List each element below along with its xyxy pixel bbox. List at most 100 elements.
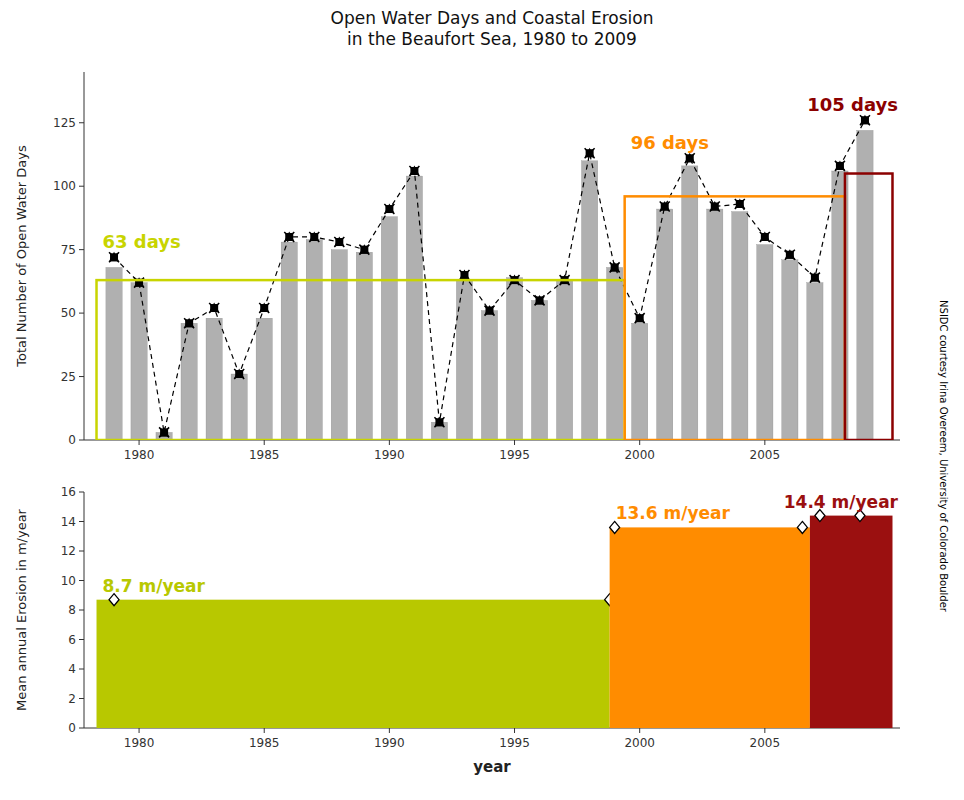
y-tick-label: 0 bbox=[68, 721, 76, 735]
y-tick-label: 10 bbox=[61, 574, 76, 588]
y-tick bbox=[79, 669, 84, 670]
bar bbox=[256, 318, 272, 440]
marker-triangle bbox=[785, 249, 795, 259]
y-axis-label: Mean annual Erosion in m/year bbox=[14, 508, 29, 711]
period-label: 8.7 m/year bbox=[103, 576, 206, 596]
x-tick bbox=[514, 440, 515, 445]
marker-triangle bbox=[585, 148, 595, 158]
marker-triangle bbox=[810, 272, 820, 282]
x-tick-label: 1985 bbox=[249, 448, 280, 462]
marker-triangle bbox=[459, 270, 469, 280]
y-axis-line bbox=[84, 72, 85, 440]
periods bbox=[97, 510, 893, 728]
bar bbox=[381, 217, 397, 440]
bar bbox=[506, 278, 522, 440]
marker-x bbox=[309, 232, 319, 242]
x-tick bbox=[264, 728, 265, 733]
bar bbox=[732, 212, 748, 440]
bar bbox=[106, 267, 122, 440]
x-tick bbox=[389, 440, 390, 445]
marker-triangle bbox=[635, 313, 645, 323]
marker-triangle bbox=[134, 277, 144, 287]
marker-x bbox=[459, 270, 469, 280]
marker-x bbox=[535, 295, 545, 305]
marker-x bbox=[159, 427, 169, 437]
bar bbox=[231, 374, 247, 440]
y-tick-label: 75 bbox=[61, 243, 76, 257]
x-tick-label: 1980 bbox=[124, 736, 155, 750]
y-tick bbox=[79, 376, 84, 377]
y-tick bbox=[79, 698, 84, 699]
bar bbox=[306, 240, 322, 440]
period-label: 14.4 m/year bbox=[784, 492, 899, 512]
marker-x bbox=[259, 303, 269, 313]
x-tick bbox=[514, 728, 515, 733]
y-tick bbox=[79, 580, 84, 581]
x-tick bbox=[764, 440, 765, 445]
marker-triangle bbox=[234, 369, 244, 379]
period-box bbox=[625, 196, 845, 440]
marker-x bbox=[209, 303, 219, 313]
bar bbox=[757, 245, 773, 440]
y-tick bbox=[79, 249, 84, 250]
x-tick-label: 1990 bbox=[374, 448, 405, 462]
marker-triangle bbox=[660, 201, 670, 211]
bar bbox=[682, 166, 698, 440]
marker-triangle bbox=[184, 318, 194, 328]
x-tick bbox=[764, 728, 765, 733]
periods bbox=[97, 174, 893, 440]
plot-area bbox=[97, 115, 893, 440]
y-tick bbox=[79, 492, 84, 493]
x-tick-label: 2000 bbox=[624, 736, 655, 750]
marker-x bbox=[184, 318, 194, 328]
marker-triangle bbox=[384, 204, 394, 214]
period-box bbox=[845, 174, 893, 440]
marker-triangle bbox=[359, 244, 369, 254]
period-bar bbox=[97, 600, 610, 728]
marker-triangle bbox=[835, 160, 845, 170]
y-tick-label: 2 bbox=[68, 692, 76, 706]
period-bar bbox=[610, 527, 810, 728]
x-tick-label: 1985 bbox=[249, 736, 280, 750]
bar-series bbox=[106, 130, 873, 440]
marker-x bbox=[685, 153, 695, 163]
y-tick-label: 125 bbox=[53, 116, 76, 130]
bar bbox=[406, 176, 422, 440]
bar bbox=[857, 130, 873, 440]
marker-x bbox=[810, 273, 820, 283]
marker-triangle bbox=[309, 231, 319, 241]
y-tick-label: 4 bbox=[68, 662, 76, 676]
bar bbox=[657, 209, 673, 440]
x-tick bbox=[139, 728, 140, 733]
y-tick bbox=[79, 610, 84, 611]
title-line: in the Beaufort Sea, 1980 to 2009 bbox=[347, 29, 637, 49]
bar bbox=[707, 209, 723, 440]
labels: 8.7 m/year13.6 m/year14.4 m/year bbox=[103, 492, 899, 596]
period-label: 63 days bbox=[103, 231, 181, 252]
marker-triangle bbox=[484, 305, 494, 315]
y-tick-label: 50 bbox=[61, 306, 76, 320]
marker-triangle bbox=[259, 303, 269, 313]
bar bbox=[632, 323, 648, 440]
marker-triangle bbox=[535, 295, 545, 305]
y-tick bbox=[79, 551, 84, 552]
bar bbox=[281, 242, 297, 440]
marker-x bbox=[735, 199, 745, 209]
plot-area bbox=[97, 510, 893, 728]
marker-triangle bbox=[860, 115, 870, 125]
marker-diamond bbox=[797, 521, 807, 533]
title: Open Water Days and Coastal Erosionin th… bbox=[331, 8, 654, 49]
y-axis-label: Total Number of Open Water Days bbox=[14, 145, 29, 368]
y-tick-label: 100 bbox=[53, 179, 76, 193]
bar bbox=[531, 300, 547, 440]
marker-triangle bbox=[409, 165, 419, 175]
period-bar bbox=[810, 516, 893, 728]
period-label: 96 days bbox=[631, 132, 709, 153]
y-tick bbox=[79, 639, 84, 640]
title-line: Open Water Days and Coastal Erosion bbox=[331, 8, 654, 28]
y-tick bbox=[79, 728, 84, 729]
marker-x bbox=[635, 313, 645, 323]
marker-x bbox=[835, 161, 845, 171]
bar bbox=[807, 283, 823, 440]
x-tick-label: 2005 bbox=[750, 448, 781, 462]
